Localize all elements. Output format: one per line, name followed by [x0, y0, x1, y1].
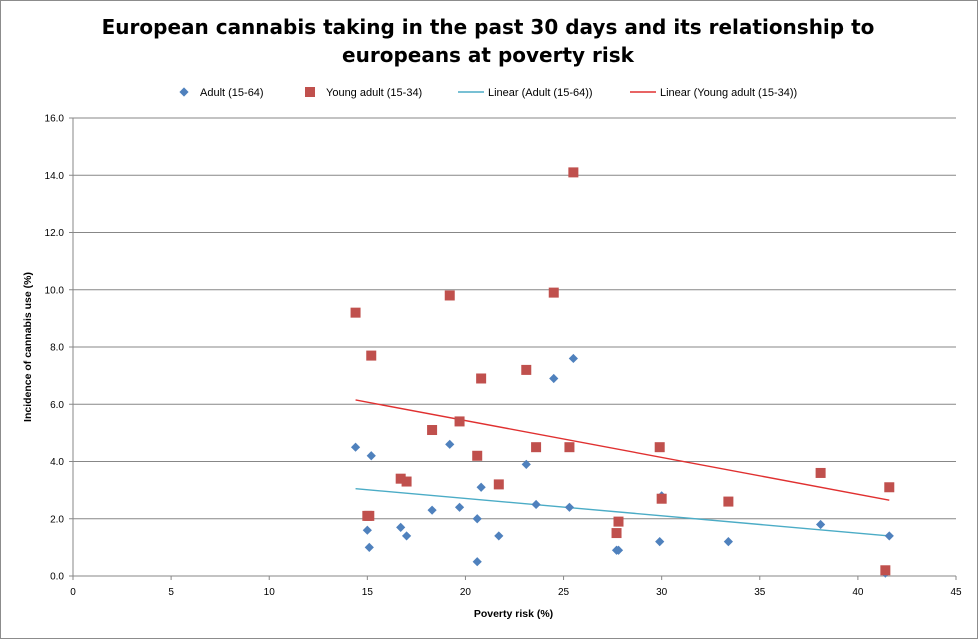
young-adult-point: [613, 516, 624, 527]
adult-point: [454, 502, 465, 512]
legend-label: Linear (Young adult (15-34)): [660, 87, 797, 99]
adult-point: [396, 522, 406, 532]
y-tick-label: 12.0: [45, 228, 65, 239]
adult-point: [494, 531, 504, 541]
adult-point: [401, 531, 412, 541]
young-adult-point: [454, 416, 465, 427]
adult-point: [362, 525, 372, 535]
trendlines: [355, 399, 890, 537]
y-tick-label: 14.0: [45, 171, 65, 182]
legend-label: Linear (Adult (15-64)): [488, 87, 593, 99]
adult-point: [350, 442, 361, 452]
legend-label: Adult (15-64): [200, 87, 264, 99]
young-adult-point: [611, 528, 622, 539]
adult-point: [521, 459, 531, 469]
x-tick-label: 15: [362, 587, 374, 598]
axes: 0.0 2.0 4.0 6.0 8.0 10.0 12.0 14.0 16.0 0 5 10 15 20 2…: [45, 114, 962, 599]
y-tick-label: 10.0: [45, 285, 65, 296]
adult-point: [366, 451, 376, 461]
adult-point: [549, 373, 559, 384]
y-tick-label: 8.0: [50, 343, 64, 354]
x-tick-label: 10: [264, 587, 276, 598]
adult-point: [884, 531, 894, 541]
x-tick-label: 0: [70, 587, 76, 598]
gridlines: [73, 117, 956, 520]
legend-label: Young adult (15-34): [326, 87, 422, 99]
young-adult-point: [884, 482, 895, 493]
legend-item-3: Linear (Adult (15-64)): [458, 87, 593, 99]
young-adult-point: [723, 496, 734, 507]
legend-item-4: Linear (Young adult (15-34)): [630, 87, 797, 99]
trendline-adult: [355, 487, 890, 537]
young-adult-point: [395, 473, 406, 484]
legend-square-marker: [305, 87, 315, 97]
young-adult-point: [444, 290, 455, 301]
young-adult-point: [656, 493, 667, 504]
legend-item-2: Young adult (15-34): [305, 87, 422, 99]
young-adult-point: [366, 350, 377, 361]
adult-point: [427, 505, 437, 515]
x-tick-label: 5: [168, 587, 174, 598]
y-tick-label: 0.0: [50, 572, 64, 583]
young-adult-point: [472, 450, 483, 461]
young-adult-point: [548, 287, 559, 298]
adult-point: [564, 502, 575, 512]
adult-point: [472, 557, 482, 567]
young-adult-point: [427, 425, 438, 436]
young-adult-point: [564, 442, 575, 453]
young-adult-point: [476, 373, 487, 384]
adult-point: [472, 514, 482, 524]
adult-point: [476, 482, 486, 492]
y-axis-title: Incidence of cannabis use (%): [22, 272, 34, 422]
y-tick-label: 2.0: [50, 514, 64, 525]
young-adult-point: [654, 442, 665, 453]
young-adult-point: [521, 364, 532, 375]
young-adult-point: [493, 479, 504, 490]
young-adult-point: [815, 467, 826, 478]
young-adult-point: [568, 167, 579, 178]
x-tick-label: 40: [852, 587, 864, 598]
y-tick-label: 6.0: [50, 400, 64, 411]
y-tick-label: 16.0: [45, 114, 65, 125]
x-axis-title: Poverty risk (%): [474, 608, 553, 620]
young-adult-point: [531, 442, 542, 453]
young-adult-point: [880, 565, 891, 576]
chart-title-line-1: European cannabis taking in the past 30 …: [101, 15, 875, 39]
data-points: [350, 167, 895, 578]
y-tick-label: 4.0: [50, 457, 64, 468]
young-adult-point: [364, 510, 375, 521]
legend-item-1: Adult (15-64): [179, 87, 264, 99]
adult-point: [655, 537, 665, 547]
adult-point: [568, 353, 578, 364]
legend: Adult (15-64) Young adult (15-34) Linear (…: [179, 87, 797, 99]
adult-point: [364, 542, 374, 552]
x-tick-label: 25: [558, 587, 570, 598]
x-tick-label: 30: [656, 587, 668, 598]
series-adult: [350, 353, 894, 578]
x-tick-label: 20: [460, 587, 472, 598]
young-adult-point: [401, 476, 412, 487]
adult-point: [445, 439, 455, 449]
chart-title: European cannabis taking in the past 30 …: [0, 13, 976, 69]
young-adult-point: [350, 307, 361, 318]
adult-point: [531, 499, 541, 510]
adult-point: [613, 545, 624, 555]
legend-diamond-marker: [179, 87, 189, 97]
x-tick-label: 35: [754, 587, 766, 598]
series-young-adult: [350, 167, 895, 576]
trendline-young-adult: [355, 399, 890, 501]
adult-point: [816, 519, 826, 530]
chart-title-line-2: europeans at poverty risk: [342, 43, 634, 67]
adult-point: [723, 537, 733, 547]
x-tick-label: 45: [950, 587, 962, 598]
